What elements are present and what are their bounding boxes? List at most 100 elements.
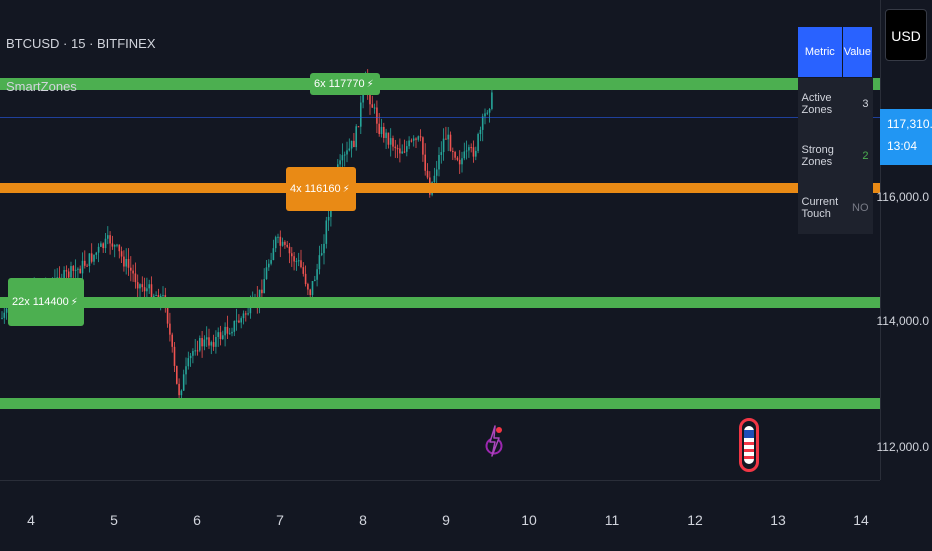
zone-label-116160[interactable]: 4x 116160 ⚡ — [286, 167, 356, 211]
zone-label-text: 6x 117770 — [314, 78, 365, 90]
candle-body — [417, 136, 420, 140]
candle-body — [484, 113, 486, 117]
candle-body — [357, 126, 360, 128]
candle-body — [118, 244, 121, 252]
candle-body — [194, 350, 196, 352]
candle-body — [373, 107, 376, 109]
candle-body — [79, 268, 81, 274]
candle-body — [309, 289, 311, 295]
time-label: 14 — [853, 512, 869, 528]
candle-body — [380, 126, 383, 134]
metric-cell: Current Touch — [797, 182, 843, 234]
candle-body — [456, 157, 459, 160]
candle-body — [481, 116, 484, 130]
us-flag-event-icon[interactable] — [739, 418, 759, 472]
candle-body — [389, 138, 392, 145]
candle-body — [314, 279, 316, 281]
zone-label-text: 22x 114400 — [12, 296, 69, 308]
candle-body — [235, 320, 238, 322]
bolt-icon: ⚡ — [366, 79, 374, 90]
candle-body — [318, 255, 321, 270]
candle-body — [458, 159, 461, 165]
time-axis[interactable] — [0, 480, 880, 551]
bolt-icon: ⚡ — [70, 297, 78, 308]
candle-body — [231, 331, 233, 334]
candle-body — [203, 339, 206, 347]
value-cell: 3 — [842, 77, 873, 130]
candle-body — [415, 138, 417, 140]
time-label: 11 — [604, 512, 620, 528]
candle-body — [178, 383, 180, 396]
candle-body — [371, 104, 374, 108]
candle-body — [189, 355, 192, 359]
candle-body — [116, 244, 118, 246]
candle-body — [169, 323, 171, 335]
time-label: 8 — [359, 512, 367, 528]
candle-body — [341, 155, 344, 161]
candle-body — [90, 253, 93, 262]
candle-body — [472, 147, 475, 157]
candle-body — [410, 140, 413, 142]
candle-body — [185, 366, 187, 375]
time-label: 7 — [276, 512, 284, 528]
candle-body — [339, 160, 341, 165]
candle-body — [378, 123, 380, 134]
candle-body — [56, 277, 58, 279]
candle-body — [272, 248, 275, 261]
zone-label-114400[interactable]: 22x 114400 ⚡ — [8, 278, 84, 326]
candle-body — [426, 170, 429, 178]
candle-body — [422, 137, 424, 155]
candle-body — [125, 258, 127, 267]
candle-body — [226, 326, 229, 334]
candle-body — [215, 336, 217, 347]
currency-button[interactable]: USD — [885, 9, 927, 61]
symbol-title[interactable]: BTCUSD · 15 · BITFINEX — [6, 36, 156, 51]
candle-body — [392, 138, 394, 147]
candle-body — [77, 268, 79, 270]
candle-body — [360, 102, 362, 127]
candle-body — [268, 263, 270, 268]
candle-body — [107, 235, 109, 239]
chart-area[interactable]: 6x 117770 ⚡ 4x 116160 ⚡ 22x 114400 ⚡ BTCUSD… — [0, 0, 880, 480]
table-row: Current Touch NO — [797, 182, 873, 234]
value-header: Value — [841, 26, 874, 78]
candle-body — [84, 260, 86, 266]
candle-body — [127, 258, 130, 268]
table-row: Strong Zones 2 — [797, 130, 873, 182]
time-label: 6 — [193, 512, 201, 528]
candle-body — [247, 313, 249, 315]
candle-body — [433, 175, 436, 183]
table-row: Active Zones 3 — [797, 77, 873, 130]
candle-body — [155, 295, 157, 297]
candle-body — [72, 266, 75, 271]
candle-body — [219, 332, 222, 340]
price-axis[interactable]: 116,000.0 114,000.0 112,000.0 — [877, 0, 932, 480]
candle-body — [130, 267, 132, 271]
indicator-title[interactable]: SmartZones — [6, 79, 77, 94]
candle-body — [346, 150, 348, 155]
candle-body — [192, 351, 194, 356]
candle-body — [424, 154, 426, 171]
candle-body — [353, 140, 355, 148]
candle-body — [228, 333, 231, 335]
candle-body — [394, 146, 397, 149]
candle-body — [173, 346, 176, 366]
candle-body — [311, 280, 314, 295]
candle-body — [88, 253, 91, 267]
candle-body — [74, 269, 77, 271]
candle-body — [279, 236, 282, 246]
candle-body — [263, 279, 265, 294]
candle-body — [454, 152, 456, 158]
candle-body — [408, 140, 410, 147]
candle-body — [284, 241, 286, 245]
candle-body — [162, 295, 164, 297]
candle-body — [486, 112, 489, 114]
zone-label-117770[interactable]: 6x 117770 ⚡ — [310, 73, 380, 95]
last-price-value: 117,310.0 — [887, 117, 932, 131]
candle-body — [488, 108, 491, 113]
bar-countdown: 13:04 — [887, 139, 918, 153]
candle-body — [196, 350, 199, 352]
lightning-event-icon[interactable] — [485, 420, 503, 470]
candle-body — [212, 342, 215, 347]
candle-body — [350, 140, 353, 149]
